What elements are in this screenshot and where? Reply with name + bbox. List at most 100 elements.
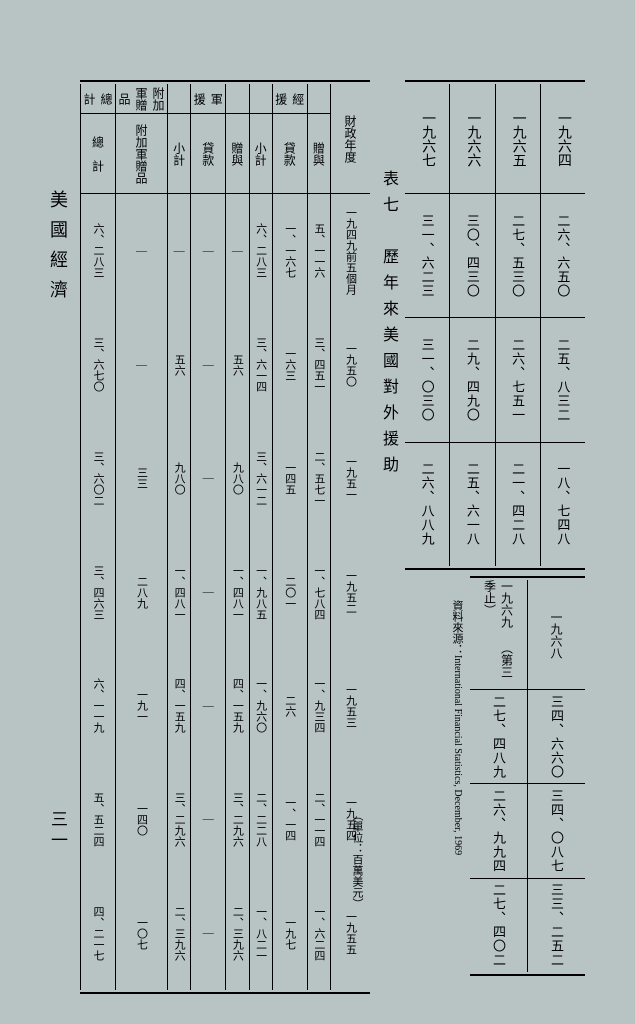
data-cell: 一、九三四 bbox=[308, 649, 330, 763]
data-cell: 一九一 bbox=[116, 649, 167, 763]
data-cell: — bbox=[191, 194, 225, 308]
data-cell: 二、五七一 bbox=[308, 421, 330, 535]
data-cell: 三、六〇二 bbox=[81, 421, 115, 535]
fiscal-year-header: 財政年度 bbox=[331, 84, 370, 194]
lower-summary-table: 一九六八三四、六六〇三四、〇八七三三、二五二一九六九 （第三季止）二七、四八九二… bbox=[470, 576, 585, 976]
lower-cell: 二七、四八九 bbox=[470, 690, 527, 784]
lower-cell: 三四、〇八七 bbox=[528, 784, 585, 878]
data-cell: — bbox=[191, 535, 225, 649]
data-cell: 四、二一七 bbox=[81, 876, 115, 990]
group-header bbox=[226, 84, 248, 114]
upper-year-header: 一九六四 bbox=[541, 84, 585, 194]
data-cell: 一四五 bbox=[273, 421, 307, 535]
data-cell: 九八〇 bbox=[226, 421, 248, 535]
page-number: 三一 bbox=[45, 810, 70, 852]
fiscal-year-cell: 一九五一 bbox=[331, 421, 370, 535]
data-cell: — bbox=[168, 194, 190, 308]
data-cell: 九八〇 bbox=[168, 421, 190, 535]
sub-header: 贈與 bbox=[226, 114, 248, 194]
data-cell: 五六 bbox=[168, 308, 190, 422]
sub-header: 附加軍贈品 bbox=[116, 114, 167, 194]
data-cell: 二、三九六 bbox=[168, 876, 190, 990]
data-cell: — bbox=[116, 194, 167, 308]
data-cell: 三、六七〇 bbox=[81, 308, 115, 422]
sub-header: 貸款 bbox=[191, 114, 225, 194]
upper-cell: 二六、七五一 bbox=[496, 318, 540, 442]
sub-header: 貸款 bbox=[273, 114, 307, 194]
data-cell: 六、二八三 bbox=[250, 194, 272, 308]
data-cell: 一、六二四 bbox=[308, 876, 330, 990]
group-header: 附加軍贈品 bbox=[116, 84, 167, 114]
data-cell: — bbox=[191, 308, 225, 422]
upper-cell: 二一、四二八 bbox=[496, 443, 540, 566]
sub-header: 小計 bbox=[250, 114, 272, 194]
upper-cell: 三〇、四三〇 bbox=[450, 194, 494, 318]
upper-year-header: 一九六七 bbox=[405, 84, 449, 194]
data-cell: 一、九六〇 bbox=[250, 649, 272, 763]
sub-header: 總 計 bbox=[81, 114, 115, 194]
sub-header: 贈與 bbox=[308, 114, 330, 194]
data-cell: 一、四八一 bbox=[226, 535, 248, 649]
data-cell: 三、六一二 bbox=[250, 421, 272, 535]
data-cell: 五、五二四 bbox=[81, 763, 115, 877]
data-cell: — bbox=[191, 421, 225, 535]
data-cell: 二〇一 bbox=[273, 535, 307, 649]
data-cell: 二六 bbox=[273, 649, 307, 763]
data-cell: 二、三九六 bbox=[226, 876, 248, 990]
data-cell: 三、四六三 bbox=[81, 535, 115, 649]
data-cell: 三、二九六 bbox=[168, 763, 190, 877]
upper-summary-table: 一九六四二六、六五〇二五、八三二一八、七四八一九六五二七、五三〇二六、七五一二一… bbox=[405, 80, 585, 570]
data-cell: 三、六一四 bbox=[250, 308, 272, 422]
upper-cell: 一八、七四八 bbox=[541, 443, 585, 566]
data-cell: 三三 bbox=[116, 421, 167, 535]
data-cell: — bbox=[191, 763, 225, 877]
data-cell: 二八九 bbox=[116, 535, 167, 649]
upper-cell: 二九、四九〇 bbox=[450, 318, 494, 442]
source-english: International Financial Statistics, Dece… bbox=[452, 655, 463, 855]
source-label: 資料來源： bbox=[451, 600, 463, 655]
group-header bbox=[168, 84, 190, 114]
data-cell: — bbox=[191, 876, 225, 990]
margin-title: 美國經濟 bbox=[45, 190, 71, 310]
data-cell: 四、一五九 bbox=[168, 649, 190, 763]
data-cell: 一、一四 bbox=[273, 763, 307, 877]
upper-cell: 二六、六五〇 bbox=[541, 194, 585, 318]
data-cell: 一、四八一 bbox=[168, 535, 190, 649]
lower-cell: 二七、四〇二 bbox=[470, 879, 527, 972]
table-title: 表七 歷年來美國對外援助 bbox=[376, 170, 400, 482]
lower-year-header: 一九六九 （第三季止） bbox=[470, 580, 527, 690]
upper-cell: 二五、八三二 bbox=[541, 318, 585, 442]
fiscal-year-cell: 一九五三 bbox=[331, 649, 370, 763]
data-cell: 四、一五九 bbox=[226, 649, 248, 763]
data-cell: 一〇七 bbox=[116, 876, 167, 990]
upper-cell: 二七、五三〇 bbox=[496, 194, 540, 318]
upper-cell: 三一、六二三 bbox=[405, 194, 449, 318]
data-cell: 一、七八四 bbox=[308, 535, 330, 649]
data-cell: 三、二九六 bbox=[226, 763, 248, 877]
data-cell: — bbox=[226, 194, 248, 308]
lower-cell: 三四、六六〇 bbox=[528, 690, 585, 784]
group-header: 總 計 bbox=[81, 84, 115, 114]
upper-cell: 二六、八八九 bbox=[405, 443, 449, 566]
group-header: 軍 援 bbox=[191, 84, 225, 114]
data-cell: 一九七 bbox=[273, 876, 307, 990]
data-cell: 五、一一六 bbox=[308, 194, 330, 308]
fiscal-year-cell: 一九五五 bbox=[331, 876, 370, 990]
sub-header: 小計 bbox=[168, 114, 190, 194]
upper-cell: 三一、〇三〇 bbox=[405, 318, 449, 442]
group-header: 經 援 bbox=[273, 84, 307, 114]
group-header bbox=[308, 84, 330, 114]
data-cell: 六、二八三 bbox=[81, 194, 115, 308]
data-cell: 三、四五一 bbox=[308, 308, 330, 422]
fiscal-year-cell: 一九四九前五個月 bbox=[331, 194, 370, 308]
fiscal-year-cell: 一九五二 bbox=[331, 535, 370, 649]
lower-cell: 三三、二五二 bbox=[528, 879, 585, 972]
data-cell: 五六 bbox=[226, 308, 248, 422]
group-header bbox=[250, 84, 272, 114]
source-citation: 資料來源：International Financial Statistics,… bbox=[449, 600, 465, 855]
data-cell: 六、一一九 bbox=[81, 649, 115, 763]
data-cell: 一、八二一 bbox=[250, 876, 272, 990]
data-cell: 一、一六七 bbox=[273, 194, 307, 308]
main-aid-table: 財政年度一九四九前五個月一九五〇一九五一一九五二一九五三一九五四一九五五贈與五、… bbox=[80, 80, 370, 994]
upper-year-header: 一九六六 bbox=[450, 84, 494, 194]
